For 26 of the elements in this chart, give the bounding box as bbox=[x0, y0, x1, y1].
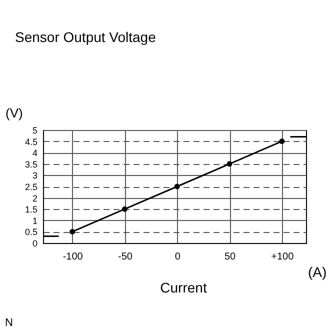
y-tick-label: 4.5 bbox=[24, 136, 38, 147]
x-axis-title: Current bbox=[160, 280, 207, 296]
point bbox=[226, 161, 232, 167]
y-tick-label: 0 bbox=[32, 238, 38, 248]
y-tick-label: 2.5 bbox=[24, 182, 38, 192]
text: N bbox=[5, 317, 13, 329]
point bbox=[279, 138, 285, 144]
x-tick-label: 0 bbox=[174, 252, 181, 262]
y-tick-label: 3.5 bbox=[24, 159, 38, 170]
x-tick-label: +100 bbox=[271, 252, 294, 262]
y-tick-label: 4 bbox=[32, 148, 38, 158]
y-tick-label: 1 bbox=[32, 216, 38, 226]
x-tick-label: -50 bbox=[118, 252, 133, 262]
point bbox=[122, 206, 128, 212]
x-tick-label: 50 bbox=[224, 252, 236, 262]
x-tick-label: -100 bbox=[62, 252, 84, 262]
text: (A) bbox=[308, 264, 327, 280]
chart-title: Sensor Output Voltage bbox=[15, 29, 156, 45]
point bbox=[174, 184, 180, 190]
y-tick-label: 0.5 bbox=[24, 227, 38, 238]
y-tick-label: 3 bbox=[32, 170, 38, 181]
y-tick-label: 1.5 bbox=[24, 204, 38, 215]
y-tick-label: 2 bbox=[32, 193, 38, 204]
y-tick-label: 5 bbox=[32, 126, 38, 136]
y-axis-title: (V) bbox=[6, 106, 23, 120]
point bbox=[70, 228, 76, 234]
